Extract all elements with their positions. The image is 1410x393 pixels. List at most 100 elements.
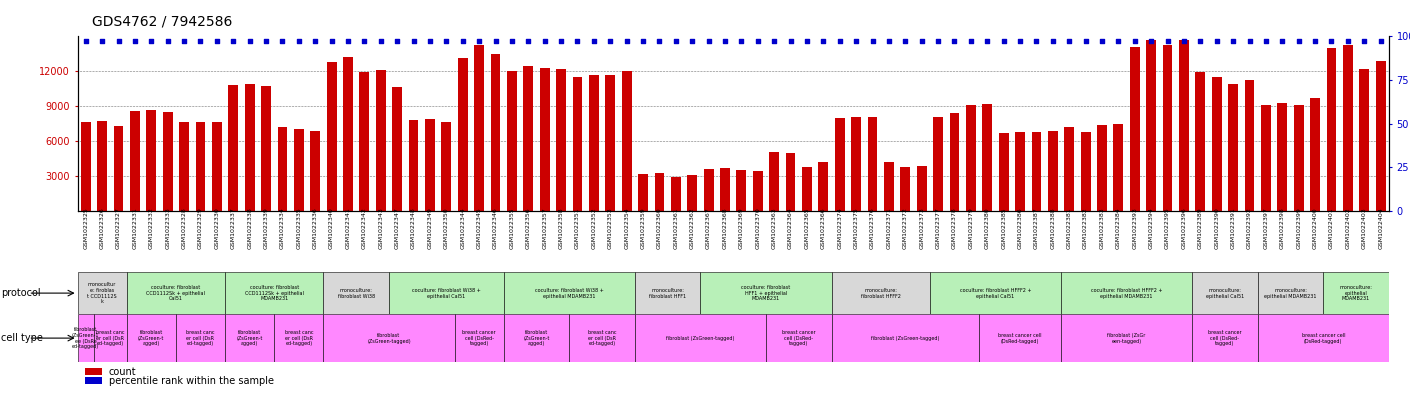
Text: GSM1022401: GSM1022401 bbox=[1330, 207, 1334, 249]
Text: protocol: protocol bbox=[1, 288, 41, 298]
Bar bbox=[634, 314, 766, 362]
Point bbox=[1369, 38, 1392, 44]
Point bbox=[451, 38, 474, 44]
Bar bbox=[835, 118, 845, 211]
Bar bbox=[176, 314, 226, 362]
Text: monoculture:
epithelial
MDAMB231: monoculture: epithelial MDAMB231 bbox=[1340, 285, 1372, 301]
Bar bbox=[212, 122, 221, 211]
Bar bbox=[802, 167, 812, 211]
Bar bbox=[360, 72, 369, 211]
Bar bbox=[1277, 103, 1287, 211]
Text: GSM1022403: GSM1022403 bbox=[1362, 207, 1366, 249]
Text: GSM1022387: GSM1022387 bbox=[1034, 207, 1039, 249]
Point bbox=[75, 38, 97, 44]
Point bbox=[713, 38, 736, 44]
Bar bbox=[818, 162, 828, 211]
Text: coculture: fibroblast Wi38 +
epithelial Cal51: coculture: fibroblast Wi38 + epithelial … bbox=[412, 288, 481, 299]
Text: breast cancer
cell (DsRed-
tagged): breast cancer cell (DsRed- tagged) bbox=[1208, 330, 1242, 346]
Bar bbox=[1294, 105, 1304, 211]
Text: GSM1022351: GSM1022351 bbox=[575, 207, 580, 249]
Point bbox=[911, 38, 933, 44]
Bar bbox=[1065, 127, 1074, 211]
Bar bbox=[1060, 314, 1191, 362]
Bar bbox=[1327, 48, 1337, 211]
Text: monoculture:
fibroblast HFFF2: monoculture: fibroblast HFFF2 bbox=[860, 288, 901, 299]
Bar bbox=[424, 119, 434, 211]
Text: GSM1022383: GSM1022383 bbox=[1100, 207, 1104, 249]
Text: GSM1022366: GSM1022366 bbox=[821, 207, 826, 249]
Point bbox=[746, 38, 768, 44]
Point bbox=[468, 38, 491, 44]
Bar bbox=[949, 113, 959, 211]
Text: coculture: fibroblast Wi38 +
epithelial MDAMB231: coculture: fibroblast Wi38 + epithelial … bbox=[534, 288, 603, 299]
Bar bbox=[245, 84, 255, 211]
Text: GSM1022359: GSM1022359 bbox=[640, 207, 646, 249]
Text: breast cancer cell
(DsRed-tagged): breast cancer cell (DsRed-tagged) bbox=[998, 333, 1042, 343]
Bar bbox=[1258, 272, 1324, 314]
Bar bbox=[147, 110, 157, 211]
Bar bbox=[278, 127, 288, 211]
Text: GSM1022376: GSM1022376 bbox=[870, 207, 876, 249]
Text: GSM1022352: GSM1022352 bbox=[591, 207, 596, 249]
Text: GSM1022361: GSM1022361 bbox=[674, 207, 678, 249]
Text: GSM1022398: GSM1022398 bbox=[1280, 207, 1285, 249]
Bar bbox=[1310, 98, 1320, 211]
Text: monocultur
e: firoblas
t CCD1112S
k: monocultur e: firoblas t CCD1112S k bbox=[87, 282, 117, 304]
Bar bbox=[226, 272, 323, 314]
Bar bbox=[94, 314, 127, 362]
Text: breast canc
er cell (DsR
ed-tagged): breast canc er cell (DsR ed-tagged) bbox=[186, 330, 214, 346]
Point bbox=[386, 38, 409, 44]
Text: fibroblast (ZsGr
een-tagged): fibroblast (ZsGr een-tagged) bbox=[1107, 333, 1146, 343]
Text: GSM1022371: GSM1022371 bbox=[887, 207, 891, 249]
Point bbox=[419, 38, 441, 44]
Point bbox=[1025, 38, 1048, 44]
Bar bbox=[998, 133, 1008, 211]
Bar bbox=[228, 85, 238, 211]
Point bbox=[238, 38, 261, 44]
Text: fibroblast
(ZsGreen-1
ee (DsRe
ed-tagged): fibroblast (ZsGreen-1 ee (DsRe ed-tagged… bbox=[72, 327, 100, 349]
Bar bbox=[78, 314, 94, 362]
Bar bbox=[376, 70, 386, 211]
Text: fibroblast
(ZsGreen-t
agged): fibroblast (ZsGreen-t agged) bbox=[523, 330, 550, 346]
Text: GSM1022396: GSM1022396 bbox=[1182, 207, 1186, 249]
Text: fibroblast
(ZsGreen-tagged): fibroblast (ZsGreen-tagged) bbox=[367, 333, 410, 343]
Point bbox=[926, 38, 949, 44]
Point bbox=[1074, 38, 1097, 44]
Point bbox=[829, 38, 852, 44]
Point bbox=[305, 38, 327, 44]
Bar bbox=[441, 122, 451, 211]
Text: GSM1022341: GSM1022341 bbox=[345, 207, 351, 249]
Bar bbox=[458, 58, 468, 211]
Bar bbox=[127, 272, 226, 314]
Bar bbox=[261, 86, 271, 211]
Bar bbox=[503, 314, 570, 362]
Text: breast cancer
cell (DsRed-
tagged): breast cancer cell (DsRed- tagged) bbox=[783, 330, 815, 346]
Bar bbox=[634, 272, 701, 314]
Point bbox=[1270, 38, 1293, 44]
Text: GSM1022386: GSM1022386 bbox=[1018, 207, 1022, 249]
Point bbox=[107, 38, 130, 44]
Text: GSM1022347: GSM1022347 bbox=[395, 207, 399, 249]
Text: GSM1022350: GSM1022350 bbox=[444, 207, 448, 249]
Point bbox=[1189, 38, 1211, 44]
Text: fibroblast (ZsGreen-tagged): fibroblast (ZsGreen-tagged) bbox=[871, 336, 939, 341]
Text: GSM1022333: GSM1022333 bbox=[165, 207, 171, 249]
Point bbox=[632, 38, 654, 44]
Text: GDS4762 / 7942586: GDS4762 / 7942586 bbox=[92, 14, 233, 28]
Text: GSM1022327: GSM1022327 bbox=[116, 207, 121, 249]
Point bbox=[976, 38, 998, 44]
Point bbox=[140, 38, 162, 44]
Text: GSM1022353: GSM1022353 bbox=[608, 207, 613, 249]
Bar bbox=[1048, 130, 1058, 211]
Point bbox=[1337, 38, 1359, 44]
Bar bbox=[852, 117, 862, 211]
Bar bbox=[196, 122, 206, 211]
Point bbox=[812, 38, 835, 44]
Text: monoculture:
fibroblast HFF1: monoculture: fibroblast HFF1 bbox=[649, 288, 687, 299]
Point bbox=[1255, 38, 1277, 44]
Point bbox=[484, 38, 506, 44]
Point bbox=[1042, 38, 1065, 44]
Bar bbox=[226, 314, 274, 362]
Bar bbox=[1342, 45, 1352, 211]
Bar bbox=[770, 152, 780, 211]
